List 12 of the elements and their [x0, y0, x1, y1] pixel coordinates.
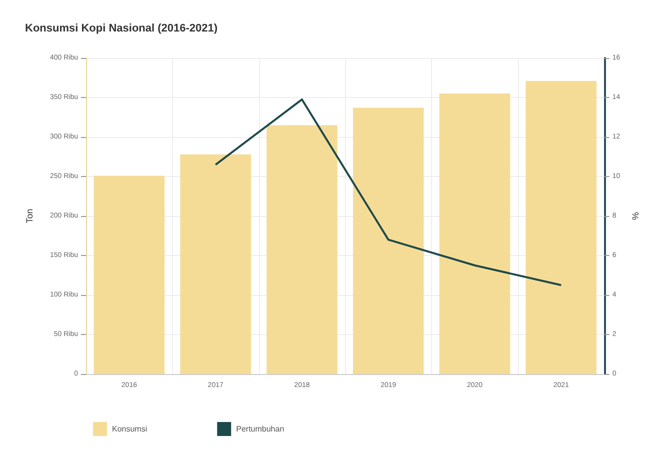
line-series [214, 98, 562, 286]
legend-label: Konsumsi [112, 424, 148, 434]
y2-axis-title: % [630, 212, 640, 220]
y-axis-title: Ton [24, 208, 34, 224]
legend-label: Pertumbuhan [236, 424, 284, 434]
bar [180, 154, 251, 374]
bar [439, 94, 510, 374]
chart-title: Konsumsi Kopi Nasional (2016-2021) [25, 22, 218, 34]
bar [94, 176, 165, 374]
bar [352, 108, 424, 374]
bar [526, 80, 597, 374]
bar [266, 125, 338, 374]
